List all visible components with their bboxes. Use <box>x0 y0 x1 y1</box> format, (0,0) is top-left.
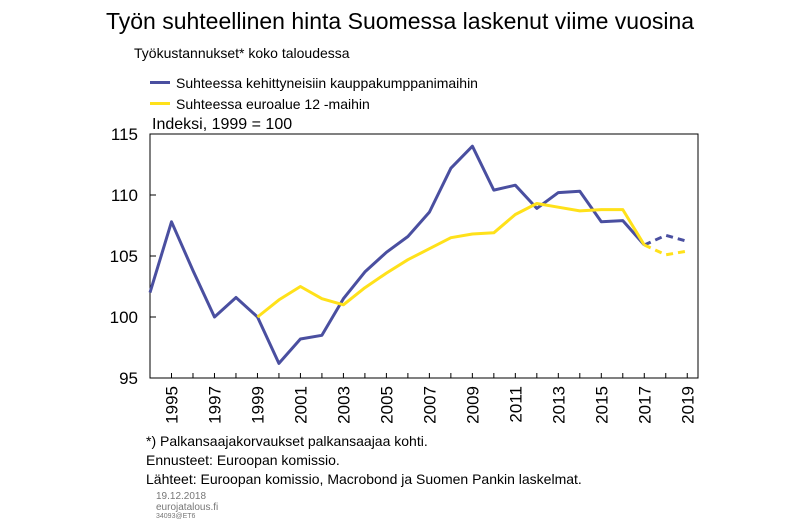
chart-title: Työn suhteellinen hinta Suomessa laskenu… <box>105 8 695 34</box>
y-tick-label: 105 <box>110 247 138 266</box>
legend: Suhteessa kehittyneisiin kauppakumppanim… <box>150 72 478 114</box>
x-tick-label: 1999 <box>248 386 267 424</box>
x-tick-label: 1997 <box>205 386 224 424</box>
chart-subtitle: Työkustannukset* koko taloudessa <box>134 45 350 61</box>
meta-date: 19.12.2018 <box>156 491 207 502</box>
footnote-2: Ennusteet: Euroopan komissio. <box>146 452 340 468</box>
x-tick-label: 1995 <box>162 386 181 424</box>
x-tick-label: 2017 <box>635 386 654 424</box>
y-tick-label: 115 <box>111 125 138 144</box>
x-tick-label: 2011 <box>506 386 525 423</box>
x-tick-label: 2001 <box>291 386 310 424</box>
x-tick-label: 2009 <box>463 386 482 424</box>
footnote-3: Lähteet: Euroopan komissio, Macrobond ja… <box>146 471 582 487</box>
legend-item-yellow: Suhteessa euroalue 12 -maihin <box>150 93 478 114</box>
legend-label-blue: Suhteessa kehittyneisiin kauppakumppanim… <box>176 74 478 91</box>
legend-label-yellow: Suhteessa euroalue 12 -maihin <box>176 95 370 112</box>
series-line-yellow <box>256 202 646 319</box>
index-label: Indeksi, 1999 = 100 <box>152 116 293 133</box>
legend-swatch-yellow <box>150 102 170 105</box>
series-forecast-blue <box>643 233 688 247</box>
y-tick-label: 95 <box>119 369 138 388</box>
x-tick-label: 2007 <box>420 386 439 424</box>
legend-swatch-blue <box>150 81 170 84</box>
series-forecast-yellow <box>643 243 688 257</box>
y-tick-label: 100 <box>110 308 138 327</box>
x-tick-label: 2019 <box>678 386 697 424</box>
x-tick-label: 2005 <box>377 386 396 424</box>
x-tick-label: 2015 <box>592 386 611 424</box>
plot-frame <box>149 133 699 379</box>
meta-code: 34093@ET6 <box>156 513 196 520</box>
footnote-1: *) Palkansaajakorvaukset palkansaajaa ko… <box>146 433 428 449</box>
x-tick-label: 2003 <box>334 386 353 424</box>
x-tick-label: 2013 <box>549 386 568 424</box>
y-tick-label: 110 <box>111 186 138 205</box>
legend-item-blue: Suhteessa kehittyneisiin kauppakumppanim… <box>150 72 478 93</box>
meta-site: eurojatalous.fi <box>156 502 219 513</box>
series-line-blue <box>148 144 646 365</box>
